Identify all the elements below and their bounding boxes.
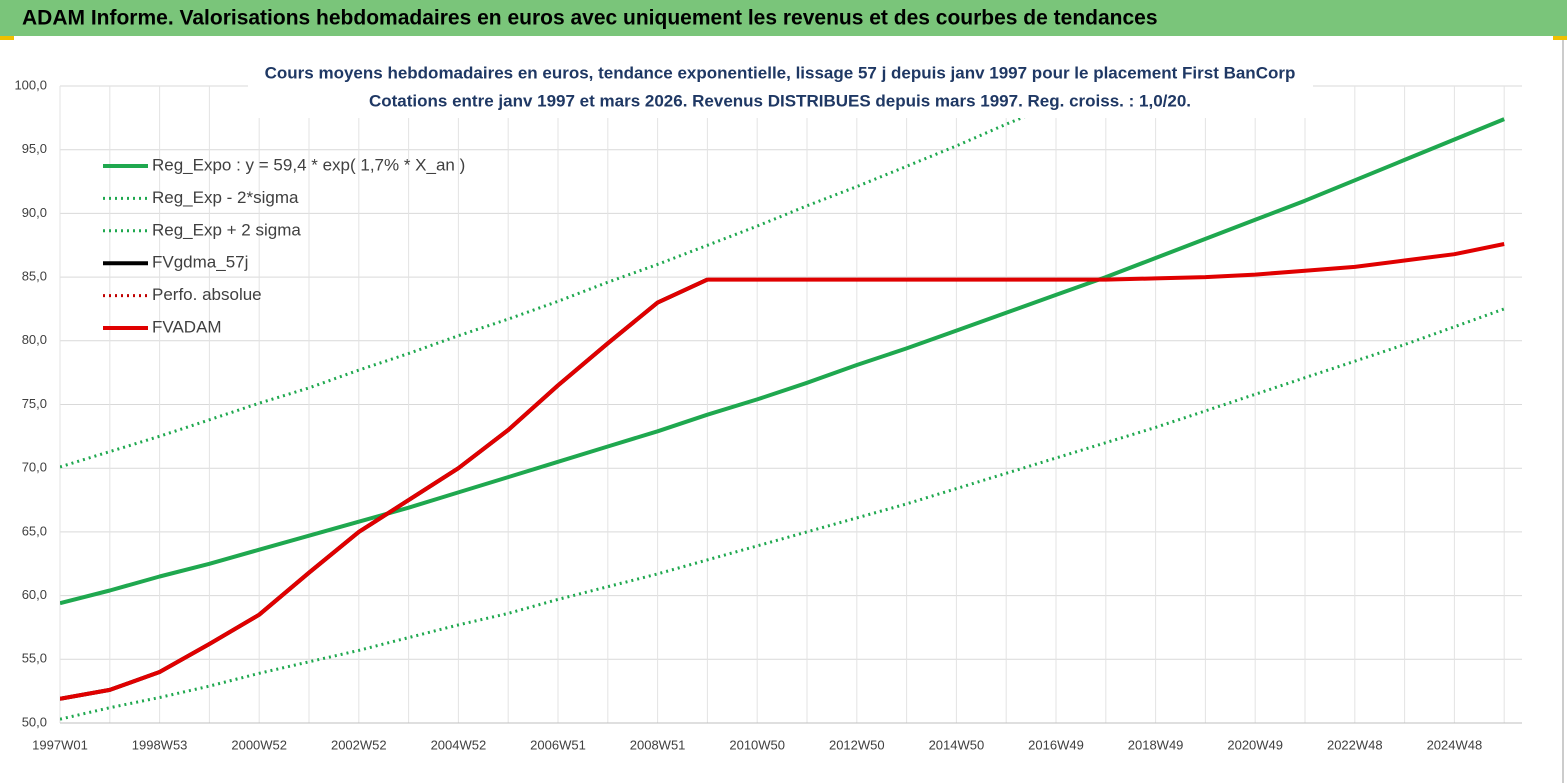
y-tick-label: 55,0	[22, 651, 47, 666]
y-tick-label: 70,0	[22, 460, 47, 475]
x-tick-label: 2016W49	[1028, 737, 1084, 752]
y-tick-label: 75,0	[22, 396, 47, 411]
x-tick-label: 2004W52	[431, 737, 487, 752]
x-tick-label: 2020W49	[1227, 737, 1283, 752]
x-tick-label: 2000W52	[231, 737, 287, 752]
x-tick-label: 2008W51	[630, 737, 686, 752]
y-tick-label: 95,0	[22, 141, 47, 156]
legend-label: Reg_Expo : y = 59,4 * exp( 1,7% * X_an )	[152, 155, 465, 174]
y-tick-label: 80,0	[22, 332, 47, 347]
y-tick-label: 90,0	[22, 205, 47, 220]
subtitle-bg	[248, 60, 1313, 118]
y-tick-label: 100,0	[14, 77, 47, 92]
x-tick-label: 2024W48	[1427, 737, 1483, 752]
x-tick-label: 2010W50	[729, 737, 785, 752]
header-accent	[0, 36, 14, 40]
y-tick-label: 50,0	[22, 714, 47, 729]
series-line	[60, 242, 1505, 701]
header-accent	[1553, 36, 1567, 40]
subtitle: Cours moyens hebdomadaires en euros, ten…	[265, 63, 1296, 82]
y-tick-label: 60,0	[22, 587, 47, 602]
x-tick-label: 1997W01	[32, 737, 88, 752]
y-tick-label: 85,0	[22, 269, 47, 284]
x-tick-label: 2012W50	[829, 737, 885, 752]
series-line	[60, 307, 1505, 721]
subtitle: Cotations entre janv 1997 et mars 2026. …	[369, 91, 1191, 110]
x-tick-label: 2006W51	[530, 737, 586, 752]
x-tick-label: 2022W48	[1327, 737, 1383, 752]
legend-label: Perfo. absolue	[152, 285, 262, 304]
chart-title: ADAM Informe. Valorisations hebdomadaire…	[22, 7, 1158, 30]
series-line	[60, 117, 1505, 606]
header-bar	[0, 0, 1567, 36]
series-line	[60, 86, 1101, 469]
legend-label: Reg_Exp - 2*sigma	[152, 188, 299, 207]
legend-label: Reg_Exp + 2 sigma	[152, 220, 301, 239]
x-tick-label: 2014W50	[929, 737, 985, 752]
x-tick-label: 1998W53	[132, 737, 188, 752]
y-tick-label: 65,0	[22, 523, 47, 538]
legend-label: FVgdma_57j	[152, 253, 248, 272]
x-tick-label: 2018W49	[1128, 737, 1184, 752]
legend-label: FVADAM	[152, 317, 222, 336]
x-tick-label: 2002W52	[331, 737, 387, 752]
